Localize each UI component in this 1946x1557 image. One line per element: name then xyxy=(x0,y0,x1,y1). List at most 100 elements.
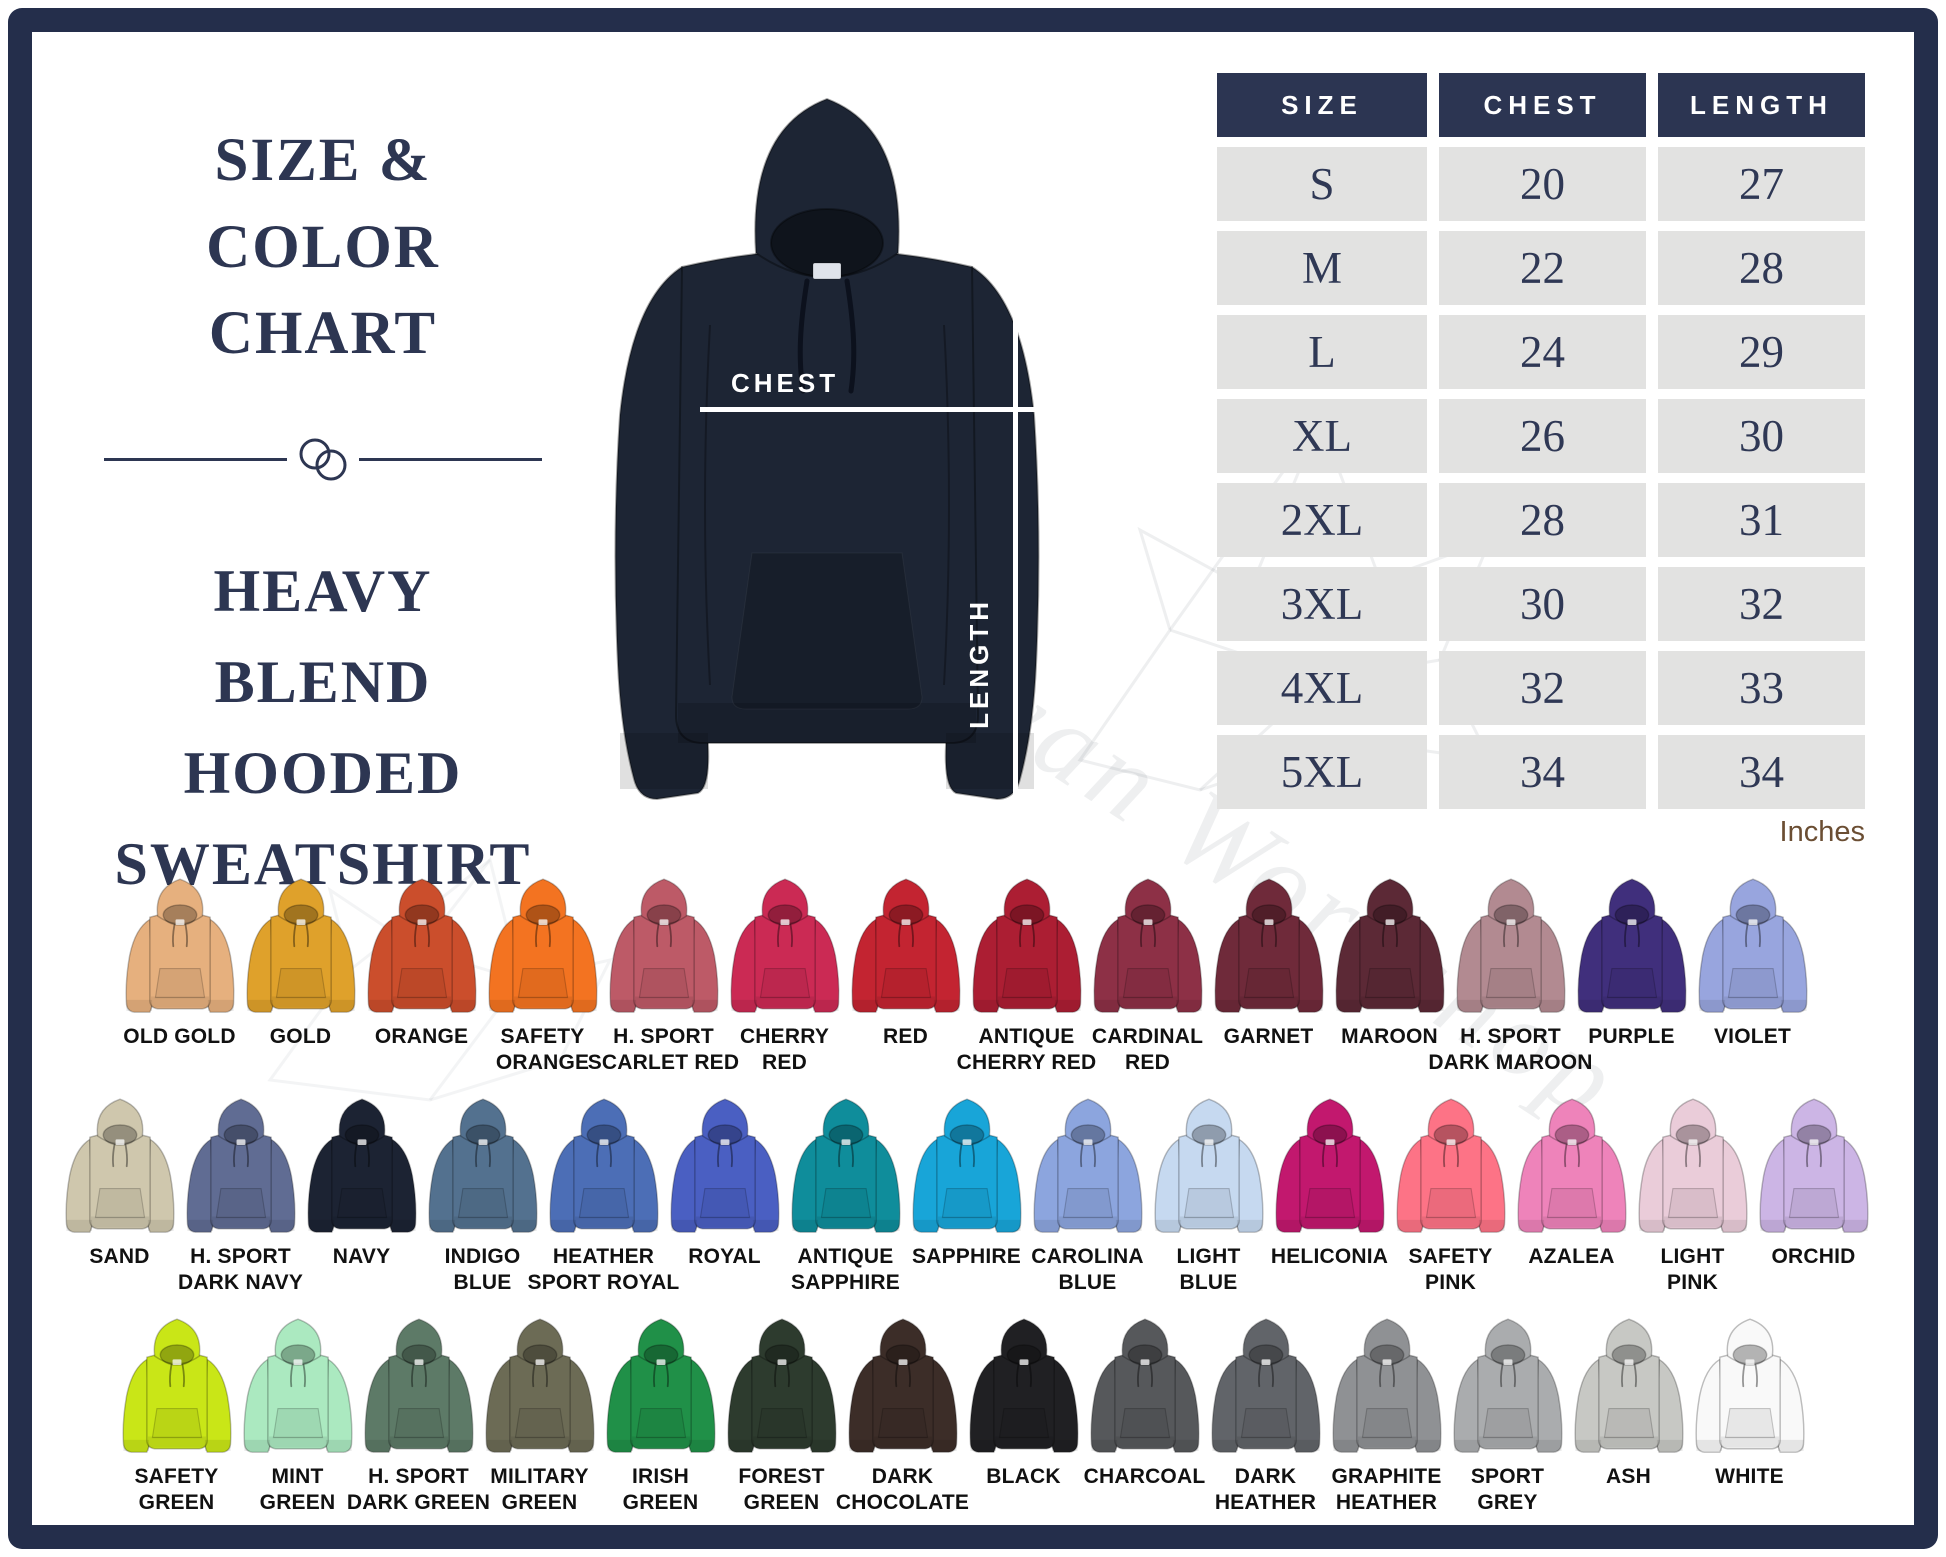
color-item: SPORT GREY xyxy=(1447,1310,1568,1515)
color-label: BLACK xyxy=(986,1465,1061,1488)
color-item: CHARCOAL xyxy=(1084,1310,1205,1515)
hoodie-icon xyxy=(968,1318,1079,1453)
hoodie-icon xyxy=(64,1098,175,1233)
color-item: GRAPHITE HEATHER xyxy=(1326,1310,1447,1515)
color-label: CHERRY RED xyxy=(739,1025,830,1074)
size-table-cell: S xyxy=(1217,147,1427,221)
color-label: MAROON xyxy=(1341,1025,1438,1048)
color-item: ORCHID xyxy=(1753,1090,1874,1295)
color-item: IRISH GREEN xyxy=(600,1310,721,1515)
size-table-cell: 33 xyxy=(1658,651,1865,725)
hoodie-icon xyxy=(1516,1098,1627,1233)
hoodie-icon xyxy=(669,1098,780,1233)
hoodie-icon xyxy=(1334,878,1445,1013)
color-item: HELICONIA xyxy=(1269,1090,1390,1295)
length-measure-line xyxy=(1013,190,1018,812)
color-label: GRAPHITE HEATHER xyxy=(1331,1465,1442,1514)
size-table-cell: 34 xyxy=(1658,735,1865,809)
size-table-cell: 24 xyxy=(1439,315,1646,389)
color-item: BLACK xyxy=(963,1310,1084,1515)
color-label: CAROLINA BLUE xyxy=(1031,1245,1144,1294)
size-table-header-cell: CHEST xyxy=(1439,73,1646,137)
color-item: FOREST GREEN xyxy=(721,1310,842,1515)
color-item: MAROON xyxy=(1329,870,1450,1075)
color-item: SAFETY ORANGE xyxy=(482,870,603,1075)
hoodie-icon xyxy=(1395,1098,1506,1233)
hoodie-icon xyxy=(363,1318,474,1453)
size-table-cell: 2XL xyxy=(1217,483,1427,557)
hoodie-icon xyxy=(1694,1318,1805,1453)
hoodie-icon xyxy=(971,878,1082,1013)
color-item: CAROLINA BLUE xyxy=(1027,1090,1148,1295)
color-item: H. SPORT DARK GREEN xyxy=(347,1310,490,1515)
size-table: SIZE CHEST LENGTH S 20 27 M 22 28 L 24 29 XL 26 30 2XL 2… xyxy=(1217,73,1865,809)
color-swatch-row-1: OLD GOLD GOLD ORANGE xyxy=(119,870,1815,1075)
size-table-cell: 22 xyxy=(1439,231,1646,305)
size-table-cell: M xyxy=(1217,231,1427,305)
color-label: NAVY xyxy=(332,1245,391,1268)
color-item: SAFETY GREEN xyxy=(116,1310,237,1515)
size-table-cell: 32 xyxy=(1439,651,1646,725)
hoodie-icon xyxy=(1032,1098,1143,1233)
hoodie-icon xyxy=(1452,1318,1563,1453)
size-table-cell: 4XL xyxy=(1217,651,1427,725)
hoodie-icon xyxy=(306,1098,417,1233)
color-item: CHERRY RED xyxy=(724,870,845,1075)
color-label: PURPLE xyxy=(1588,1025,1675,1048)
color-label: GOLD xyxy=(269,1025,332,1048)
color-item: VIOLET xyxy=(1692,870,1813,1075)
page-title: SIZE & COLOR CHART xyxy=(206,127,440,368)
color-item: MINT GREEN xyxy=(237,1310,358,1515)
size-table-cell: 32 xyxy=(1658,567,1865,641)
color-item: HEATHER SPORT ROYAL xyxy=(528,1090,679,1295)
color-item: GOLD xyxy=(240,870,361,1075)
color-label: SAPPHIRE xyxy=(912,1245,1021,1268)
color-item: H. SPORT DARK NAVY xyxy=(178,1090,303,1295)
hoodie-icon xyxy=(1637,1098,1748,1233)
color-swatch-row-2: SAND H. SPORT DARK NAVY NAVY xyxy=(59,1090,1875,1295)
color-item: SAND xyxy=(59,1090,180,1295)
color-label: H. SPORT DARK GREEN xyxy=(346,1465,491,1514)
hoodie-icon xyxy=(1331,1318,1442,1453)
hoodie-icon xyxy=(1697,878,1808,1013)
hoodie-icon xyxy=(124,878,235,1013)
hoodie-icon xyxy=(790,1098,901,1233)
color-item: H. SPORT SCARLET RED xyxy=(588,870,739,1075)
size-table-cell: 5XL xyxy=(1217,735,1427,809)
hoodie-icon xyxy=(726,1318,837,1453)
size-table-cell: 34 xyxy=(1439,735,1646,809)
hoodie-icon xyxy=(850,878,961,1013)
hoodie-icon xyxy=(1274,1098,1385,1233)
color-label: ORCHID xyxy=(1771,1245,1856,1268)
product-subtitle: HEAVY BLEND HOODED SWEATSHIRT xyxy=(114,557,532,898)
hoodie-icon xyxy=(911,1098,1022,1233)
color-label: OLD GOLD xyxy=(123,1025,236,1048)
hoodie-icon xyxy=(1573,1318,1684,1453)
hoodie-diagram xyxy=(560,85,1100,835)
length-label: LENGTH xyxy=(964,598,994,729)
color-label: CHARCOAL xyxy=(1083,1465,1206,1488)
color-label: FOREST GREEN xyxy=(738,1465,825,1514)
hoodie-icon xyxy=(548,1098,659,1233)
color-label: VIOLET xyxy=(1713,1025,1792,1048)
size-table-cell: 3XL xyxy=(1217,567,1427,641)
color-item: NAVY xyxy=(301,1090,422,1295)
hoodie-icon xyxy=(1758,1098,1869,1233)
color-item: SAFETY PINK xyxy=(1390,1090,1511,1295)
color-item: ASH xyxy=(1568,1310,1689,1515)
hoodie-icon xyxy=(1455,878,1566,1013)
color-label: DARK CHOCOLATE xyxy=(835,1465,970,1514)
size-table-cell: 28 xyxy=(1658,231,1865,305)
color-label: INDIGO BLUE xyxy=(444,1245,521,1294)
color-label: SAFETY ORANGE xyxy=(495,1025,590,1074)
color-label: H. SPORT DARK MAROON xyxy=(1428,1025,1593,1074)
chest-label: CHEST xyxy=(731,368,840,398)
size-table-cell: 29 xyxy=(1658,315,1865,389)
color-item: LIGHT PINK xyxy=(1632,1090,1753,1295)
color-label: IRISH GREEN xyxy=(622,1465,699,1514)
hoodie-icon xyxy=(729,878,840,1013)
color-item: AZALEA xyxy=(1511,1090,1632,1295)
chest-measure-line xyxy=(700,407,1048,412)
color-label: ROYAL xyxy=(688,1245,761,1268)
color-item: DARK CHOCOLATE xyxy=(836,1310,969,1515)
